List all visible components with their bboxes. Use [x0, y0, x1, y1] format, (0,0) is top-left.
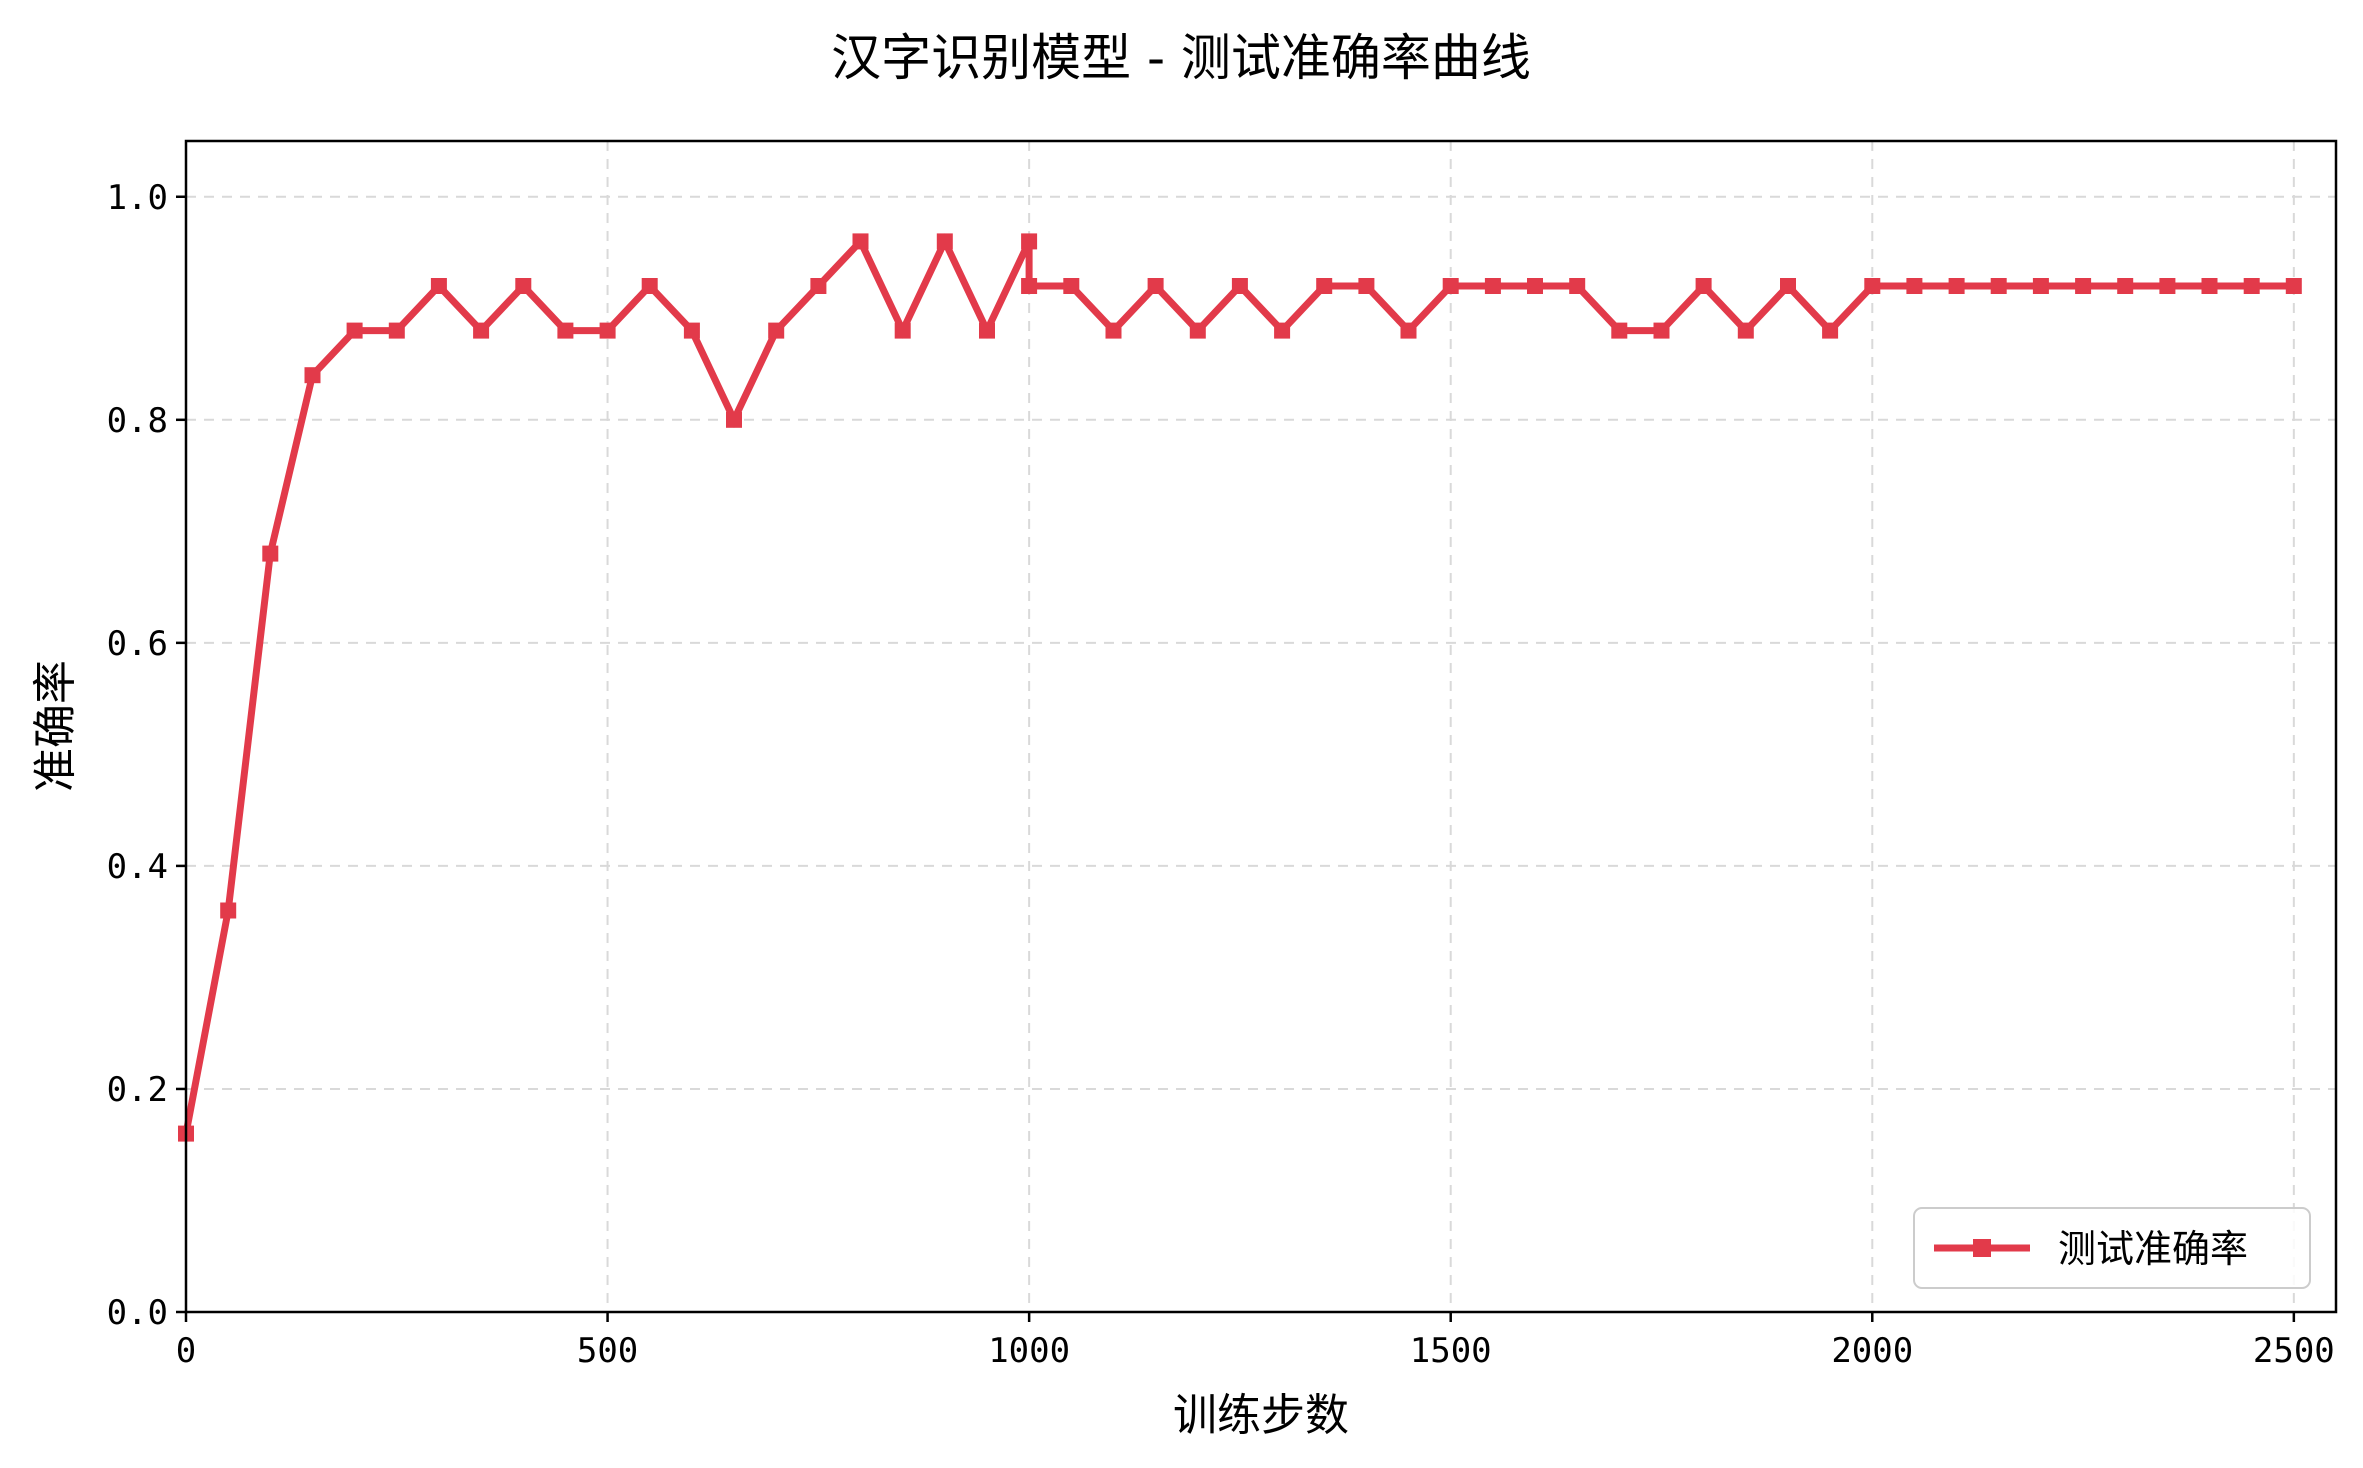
y-tick-label: 0.4 — [107, 847, 168, 887]
data-point — [1231, 278, 1248, 294]
y-tick-label: 0.8 — [107, 401, 168, 441]
data-point — [768, 322, 785, 339]
data-point — [1569, 278, 1586, 294]
data-point — [2285, 278, 2302, 294]
data-point — [810, 278, 827, 294]
legend: 测试准确率 — [1913, 1207, 2311, 1289]
y-tick-label: 0.6 — [107, 624, 168, 664]
data-point — [1484, 278, 1501, 294]
data-point — [852, 233, 869, 250]
data-point — [1611, 322, 1628, 339]
data-point — [473, 322, 490, 339]
data-point — [1147, 278, 1164, 294]
data-point — [2201, 278, 2218, 294]
data-point — [557, 322, 574, 339]
series-layer — [178, 233, 2302, 1142]
data-point — [683, 322, 700, 339]
x-tick-label: 0 — [176, 1331, 196, 1371]
legend-box — [1913, 1207, 2311, 1289]
data-point — [1105, 322, 1122, 339]
data-point — [388, 322, 405, 339]
data-point — [979, 322, 995, 339]
data-point — [1990, 278, 2007, 294]
legend-marker-swatch — [1973, 1239, 1991, 1257]
data-point — [1358, 278, 1375, 294]
x-tick-label: 2000 — [1831, 1331, 1913, 1371]
data-point — [1653, 322, 1670, 339]
data-point — [1021, 233, 1038, 250]
data-point — [1948, 278, 1965, 294]
data-point — [1780, 278, 1796, 294]
data-point — [2032, 278, 2049, 294]
data-point — [2117, 278, 2134, 294]
data-point — [430, 278, 447, 294]
y-tick-label: 0.0 — [107, 1293, 168, 1333]
grid-layer — [185, 141, 2336, 1313]
x-tick-label: 500 — [577, 1331, 638, 1371]
y-axis-label: 准确率 — [30, 660, 81, 792]
data-point — [1527, 278, 1543, 294]
data-point — [1822, 322, 1839, 339]
data-point — [515, 278, 532, 294]
data-point — [1864, 278, 1881, 294]
y-axis: 0.0 0.2 0.4 0.6 0.8 1.0 — [107, 178, 186, 1333]
data-point — [1737, 322, 1754, 339]
x-tick-label: 2500 — [2253, 1331, 2335, 1371]
data-point — [304, 367, 321, 384]
x-axis: 0 500 1000 1500 2000 2500 — [176, 1312, 2335, 1371]
data-point — [1274, 322, 1291, 339]
plot-frame — [184, 139, 2338, 1314]
x-axis-label: 训练步数 — [1173, 1390, 1349, 1441]
data-point — [1906, 278, 1923, 294]
data-point — [641, 278, 658, 294]
y-tick-label: 1.0 — [107, 178, 168, 218]
data-point — [2159, 278, 2176, 294]
data-point — [262, 545, 279, 562]
x-tick-label: 1000 — [988, 1331, 1070, 1371]
data-point — [894, 322, 911, 339]
y-tick-label: 0.2 — [107, 1070, 168, 1110]
series-line — [182, 233, 2294, 1135]
data-point — [1316, 278, 1333, 294]
data-point — [346, 322, 363, 339]
data-point — [2075, 278, 2092, 294]
x-tick-label: 1500 — [1410, 1331, 1492, 1371]
data-point — [726, 411, 742, 428]
data-point — [1442, 278, 1459, 294]
legend-label: 测试准确率 — [2058, 1227, 2248, 1271]
data-point — [936, 233, 953, 250]
data-point — [1021, 278, 1038, 294]
data-point — [1063, 278, 1080, 294]
data-point — [2243, 278, 2260, 294]
chart-title: 汉字识别模型 - 测试准确率曲线 — [831, 29, 1531, 87]
data-point — [220, 902, 237, 919]
data-point — [1695, 278, 1712, 294]
data-point — [1400, 322, 1417, 339]
data-point — [1189, 322, 1206, 339]
data-point — [599, 322, 616, 339]
